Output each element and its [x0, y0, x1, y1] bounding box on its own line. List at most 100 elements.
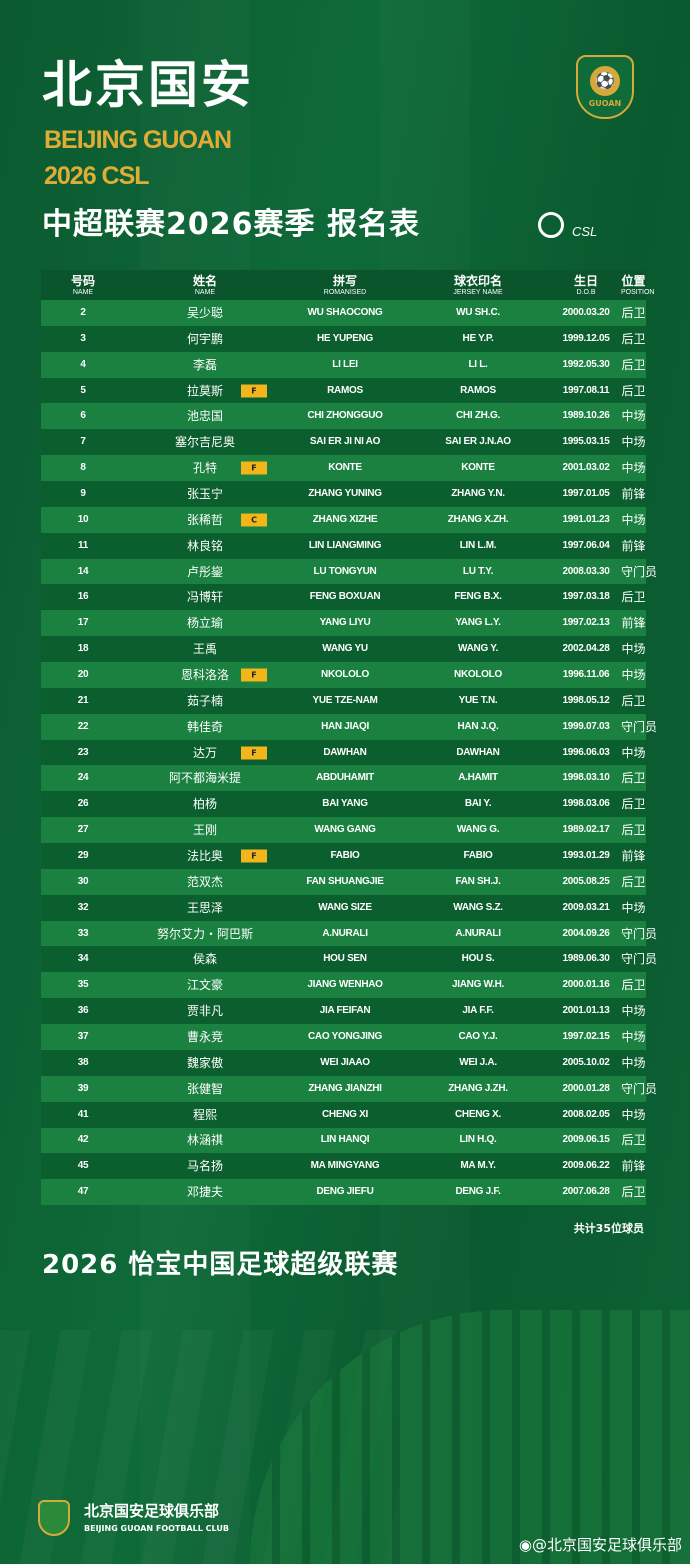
cell-name: 拉莫斯 F: [125, 377, 285, 404]
table-row: 41 程熙 CHENG XI CHENG X. 2008.02.05 中场: [41, 1101, 646, 1128]
column-header-jer: 球衣印名 JERSEY NAME: [405, 270, 551, 300]
table-row: 21 茹子楠 YUE TZE-NAM YUE T.N. 1998.05.12 后卫: [41, 687, 646, 714]
player-name: 茹子楠: [186, 693, 223, 708]
cell-jer: JIA F.F.: [405, 998, 551, 1025]
cell-pos: 中场: [621, 998, 646, 1025]
cell-dob: 1998.03.06: [551, 791, 621, 818]
cell-dob: 1996.11.06: [551, 662, 621, 688]
cell-rom: LU TONGYUN: [285, 558, 405, 585]
cell-dob: 1998.05.12: [551, 687, 621, 714]
cell-pos: 后卫: [621, 1179, 646, 1206]
cell-rom: FABIO: [285, 843, 405, 869]
club-crest-logo: ⚽ GUOAN: [576, 55, 634, 119]
cell-name: 张稀哲 C: [125, 506, 285, 533]
season-label: 2026 CSL: [44, 162, 150, 190]
cell-name: 韩佳奇: [125, 713, 285, 740]
cell-num: 47: [41, 1179, 125, 1206]
cell-pos: 守门员: [621, 1075, 657, 1102]
foreign-player-badge: F: [241, 461, 267, 475]
cell-jer: KONTE: [405, 455, 551, 482]
cell-pos: 守门员: [621, 946, 657, 973]
cell-jer: FABIO: [405, 843, 551, 869]
cell-name: 魏家傲: [125, 1049, 285, 1076]
player-name: 塞尔吉尼奥: [174, 435, 235, 450]
cell-pos: 中场: [621, 455, 646, 482]
roster-table: 号码 NAME 姓名 NAME 拼写 ROMANISED 球衣印名 JERSEY NAME 生日…: [41, 270, 657, 1206]
cell-jer: MA M.Y.: [405, 1153, 551, 1180]
cell-dob: 1989.10.26: [551, 403, 621, 430]
cell-dob: 1997.02.13: [551, 610, 621, 637]
cell-name: 达万 F: [125, 739, 285, 766]
cell-rom: NKOLOLO: [285, 662, 405, 688]
cell-dob: 2008.02.05: [551, 1101, 621, 1128]
cell-dob: 2009.06.15: [551, 1127, 621, 1154]
cell-num: 17: [41, 610, 125, 637]
cell-pos: 中场: [621, 403, 646, 430]
cell-pos: 守门员: [621, 713, 657, 740]
header-en: ROMANISED: [323, 288, 367, 296]
cell-name: 王刚: [125, 817, 285, 844]
cell-rom: CAO YONGJING: [285, 1024, 405, 1050]
cell-name: 王禹: [125, 636, 285, 663]
cell-num: 10: [41, 506, 125, 533]
captain-badge: C: [241, 513, 267, 527]
cell-jer: NKOLOLO: [405, 662, 551, 688]
player-name: 范双杰: [186, 874, 223, 889]
foreign-player-badge: F: [241, 849, 267, 863]
table-row: 23 达万 F DAWHAN DAWHAN 1996.06.03 中场: [41, 739, 646, 766]
cell-jer: HOU S.: [405, 946, 551, 973]
table-row: 18 王禹 WANG YU WANG Y. 2002.04.28 中场: [41, 636, 646, 663]
cell-num: 20: [41, 662, 125, 688]
cell-rom: ZHANG JIANZHI: [285, 1075, 405, 1102]
cell-name: 何宇鹏: [125, 325, 285, 352]
table-row: 16 冯博轩 FENG BOXUAN FENG B.X. 1997.03.18 后卫: [41, 584, 646, 611]
cell-pos: 守门员: [621, 558, 657, 585]
header-en: POSITION: [621, 288, 655, 296]
player-name: 程熙: [192, 1107, 217, 1122]
cell-name: 杨立瑜: [125, 610, 285, 637]
cell-rom: WU SHAOCONG: [285, 300, 405, 326]
cell-pos: 后卫: [621, 351, 646, 378]
cell-rom: SAI ER JI NI AO: [285, 429, 405, 456]
header-cn: 姓名: [192, 273, 217, 288]
cell-pos: 中场: [621, 1049, 646, 1076]
table-row: 30 范双杰 FAN SHUANGJIE FAN SH.J. 2005.08.25 后卫: [41, 868, 646, 895]
player-name: 冯博轩: [186, 590, 223, 605]
cell-dob: 1999.07.03: [551, 713, 621, 740]
cell-num: 37: [41, 1024, 125, 1050]
club-title-en: BEIJING GUOAN: [44, 126, 232, 154]
player-name: 何宇鹏: [186, 331, 223, 346]
club-logo-icon: [38, 1500, 70, 1536]
cell-name: 林良铭: [125, 532, 285, 559]
column-header-dob: 生日 D.O.B: [551, 270, 621, 300]
table-row: 6 池忠国 CHI ZHONGGUO CHI ZH.G. 1989.10.26 中场: [41, 403, 646, 430]
cell-num: 35: [41, 972, 125, 999]
cell-rom: CHENG XI: [285, 1101, 405, 1128]
crest-ball-icon: ⚽: [590, 65, 620, 96]
cell-rom: WANG SIZE: [285, 894, 405, 921]
cell-name: 阿不都海米提: [125, 765, 285, 792]
cell-name: 林涵祺: [125, 1127, 285, 1154]
cell-pos: 中场: [621, 894, 646, 921]
table-header: 号码 NAME 姓名 NAME 拼写 ROMANISED 球衣印名 JERSEY NAME 生日…: [41, 270, 655, 300]
cell-name: 张健智: [125, 1075, 285, 1102]
table-row: 8 孔特 F KONTE KONTE 2001.03.02 中场: [41, 455, 646, 482]
cell-jer: HAN J.Q.: [405, 713, 551, 740]
cell-pos: 中场: [621, 662, 646, 688]
header-cn: 号码: [70, 273, 95, 288]
cell-rom: HOU SEN: [285, 946, 405, 973]
table-row: 9 张玉宁 ZHANG YUNING ZHANG Y.N. 1997.01.05 前锋: [41, 481, 646, 507]
header-cn: 拼写: [332, 273, 357, 288]
table-row: 14 卢彤鋆 LU TONGYUN LU T.Y. 2008.03.30 守门员: [41, 558, 657, 585]
cell-jer: WEI J.A.: [405, 1049, 551, 1076]
league-title: 2026 怡宝中国足球超级联赛: [42, 1250, 399, 1280]
cell-jer: CHI ZH.G.: [405, 403, 551, 430]
cell-jer: JIANG W.H.: [405, 972, 551, 999]
cell-pos: 后卫: [621, 791, 646, 818]
header-cn: 位置: [621, 273, 646, 288]
table-row: 47 邓捷夫 DENG JIEFU DENG J.F. 2007.06.28 后卫: [41, 1179, 646, 1206]
cell-jer: A.HAMIT: [405, 765, 551, 792]
cell-pos: 后卫: [621, 687, 646, 714]
cell-jer: WANG Y.: [405, 636, 551, 663]
cell-rom: FAN SHUANGJIE: [285, 868, 405, 895]
